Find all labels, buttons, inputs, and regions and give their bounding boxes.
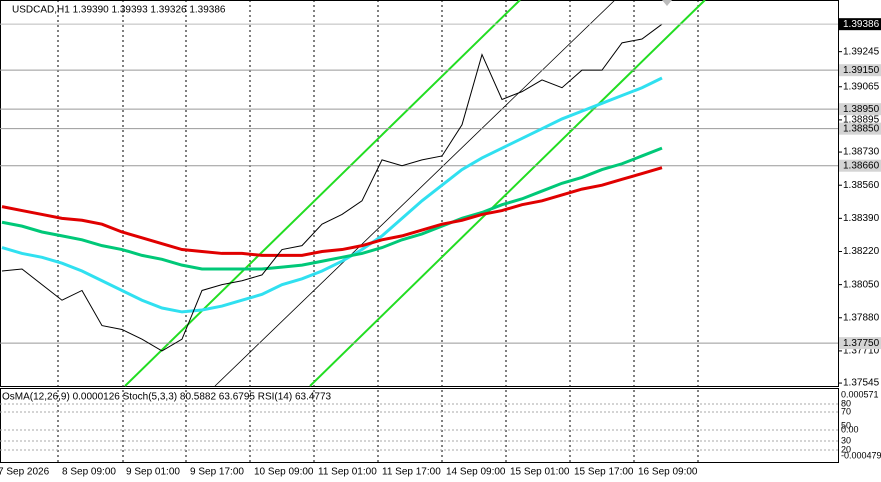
level-label: 1.38660	[843, 160, 880, 171]
indicator-panel	[0, 388, 839, 463]
y-tick-label: 1.38220	[843, 246, 880, 257]
indicator-axis-label: 30	[841, 435, 851, 445]
x-tick-label: 9 Sep 01:00	[126, 467, 180, 478]
main-panel	[0, 0, 839, 387]
indicator-axis-label: 70	[841, 406, 851, 416]
last-price-label: 1.39386	[843, 19, 880, 30]
series-line	[1, 166, 663, 257]
y-tick-label: 1.38895	[843, 115, 880, 126]
x-tick-label: 9 Sep 17:00	[190, 467, 244, 478]
level-box	[839, 64, 881, 77]
level-label: 1.38950	[843, 104, 880, 115]
indicator-axis-label: 0.000571	[841, 389, 879, 399]
level-label: 1.37750	[843, 338, 880, 349]
y-tick-label: 1.38390	[843, 213, 880, 224]
indicator-axis-label: 0.00	[841, 424, 859, 434]
x-tick-label: 16 Sep 09:00	[638, 467, 698, 478]
y-tick-label: 1.37710	[843, 346, 880, 357]
x-tick-label: 11 Sep 01:00	[318, 467, 377, 478]
shift-marker	[662, 0, 672, 6]
x-tick-label: 15 Sep 17:00	[574, 467, 634, 478]
indicator-axis-label: 20	[841, 444, 851, 454]
level-box	[839, 122, 881, 135]
indicator-axis-label: 50	[841, 420, 851, 430]
y-tick-label: 1.39065	[843, 81, 880, 92]
y-tick-label: 1.37545	[843, 378, 880, 389]
x-tick-label: 8 Sep 09:00	[62, 467, 116, 478]
level-box	[839, 337, 881, 350]
indicator-title: OsMA(12,26,9) 0.0000126 Stoch(5,3,3) 80.…	[2, 392, 332, 403]
y-tick-label: 1.39245	[843, 46, 880, 57]
indicator-axis-label: 80	[841, 398, 851, 408]
last-price-box	[839, 18, 881, 31]
level-label: 1.39150	[843, 65, 880, 76]
series-line	[1, 76, 663, 314]
level-box	[839, 103, 881, 116]
chart-title: USDCAD,H1 1.39390 1.39393 1.39326 1.3938…	[12, 5, 226, 16]
x-tick-label: 7 Sep 2026	[0, 467, 50, 478]
indicator-axis-label: -0.000479	[841, 450, 881, 460]
y-tick-label: 1.38560	[843, 180, 880, 191]
channel	[124, 0, 706, 387]
series-line	[1, 23, 663, 352]
level-box	[839, 159, 881, 172]
level-label: 1.38850	[843, 123, 880, 134]
time-grid	[57, 0, 699, 462]
series-line	[1, 146, 663, 271]
x-tick-label: 14 Sep 09:00	[446, 467, 506, 478]
x-tick-label: 15 Sep 01:00	[510, 467, 570, 478]
y-tick-label: 1.37880	[843, 312, 880, 323]
y-tick-label: 1.38730	[843, 147, 880, 158]
x-tick-label: 10 Sep 09:00	[254, 467, 314, 478]
x-tick-label: 11 Sep 17:00	[382, 467, 441, 478]
y-tick-label: 1.38050	[843, 279, 880, 290]
